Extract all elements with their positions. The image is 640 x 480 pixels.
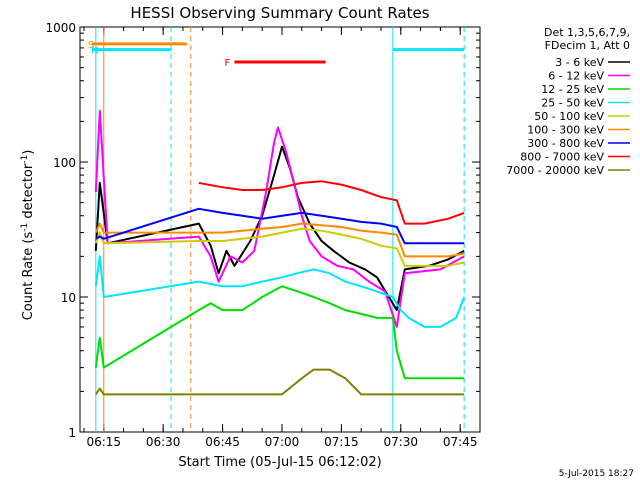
legend-entry-label: 300 - 800 keV <box>527 137 604 150</box>
y-axis-label: Count Rate (s-1 detector-1) <box>20 150 36 321</box>
annotation-label: F <box>224 58 230 69</box>
legend-header: FDecim 1, Att 0 <box>545 39 630 52</box>
x-tick-label: 07:00 <box>265 435 300 449</box>
x-axis-label: Start Time (05-Jul-15 06:12:02) <box>178 455 381 470</box>
x-tick-label: 07:45 <box>443 435 478 449</box>
y-tick-label: 10 <box>61 291 76 305</box>
legend-entry-label: 3 - 6 keV <box>555 56 604 69</box>
legend-entry-label: 7000 - 20000 keV <box>506 164 604 177</box>
annotation-label: S <box>88 40 94 51</box>
legend: Det 1,3,5,6,7,9,FDecim 1, Att 0 3 - 6 keV… <box>506 26 630 177</box>
x-tick-label: 07:15 <box>324 435 359 449</box>
series-line <box>94 255 466 328</box>
x-tick-label: 06:45 <box>205 435 240 449</box>
series-line <box>94 368 465 396</box>
series-line <box>94 109 465 328</box>
y-tick-label: 1000 <box>45 21 76 35</box>
legend-header: Det 1,3,5,6,7,9, <box>544 26 630 39</box>
x-tick-label: 06:15 <box>86 435 121 449</box>
legend-entry-label: 100 - 300 keV <box>527 124 604 137</box>
series-lines <box>94 109 466 396</box>
footer-timestamp: 5-Jul-2015 18:27 <box>559 469 634 479</box>
x-tick-label: 07:30 <box>383 435 418 449</box>
series-line <box>94 285 465 380</box>
y-tick-label: 100 <box>53 156 76 170</box>
x-tick-label: 06:30 <box>146 435 181 449</box>
axis-ticks: 06:15 06:30 06:45 07:00 07:15 07:30 07:45 1 10 10… <box>45 21 480 449</box>
annotations: SN F <box>88 40 465 69</box>
annotation-label: N <box>91 46 98 57</box>
series-line <box>94 227 465 267</box>
series-line <box>198 180 465 225</box>
legend-entry-label: 50 - 100 keV <box>534 110 604 123</box>
series-line <box>95 207 465 245</box>
chart-title: HESSI Observing Summary Count Rates <box>130 4 429 22</box>
vertical-markers <box>95 27 465 432</box>
plot-frame <box>79 26 481 433</box>
y-tick-label: 1 <box>68 426 76 440</box>
legend-entry-label: 6 - 12 keV <box>548 70 604 83</box>
series-line <box>94 222 465 258</box>
legend-entry-label: 12 - 25 keV <box>541 83 604 96</box>
series-line <box>94 145 465 312</box>
legend-entry-label: 25 - 50 keV <box>541 97 604 110</box>
legend-entry-label: 800 - 7000 keV <box>520 151 604 164</box>
